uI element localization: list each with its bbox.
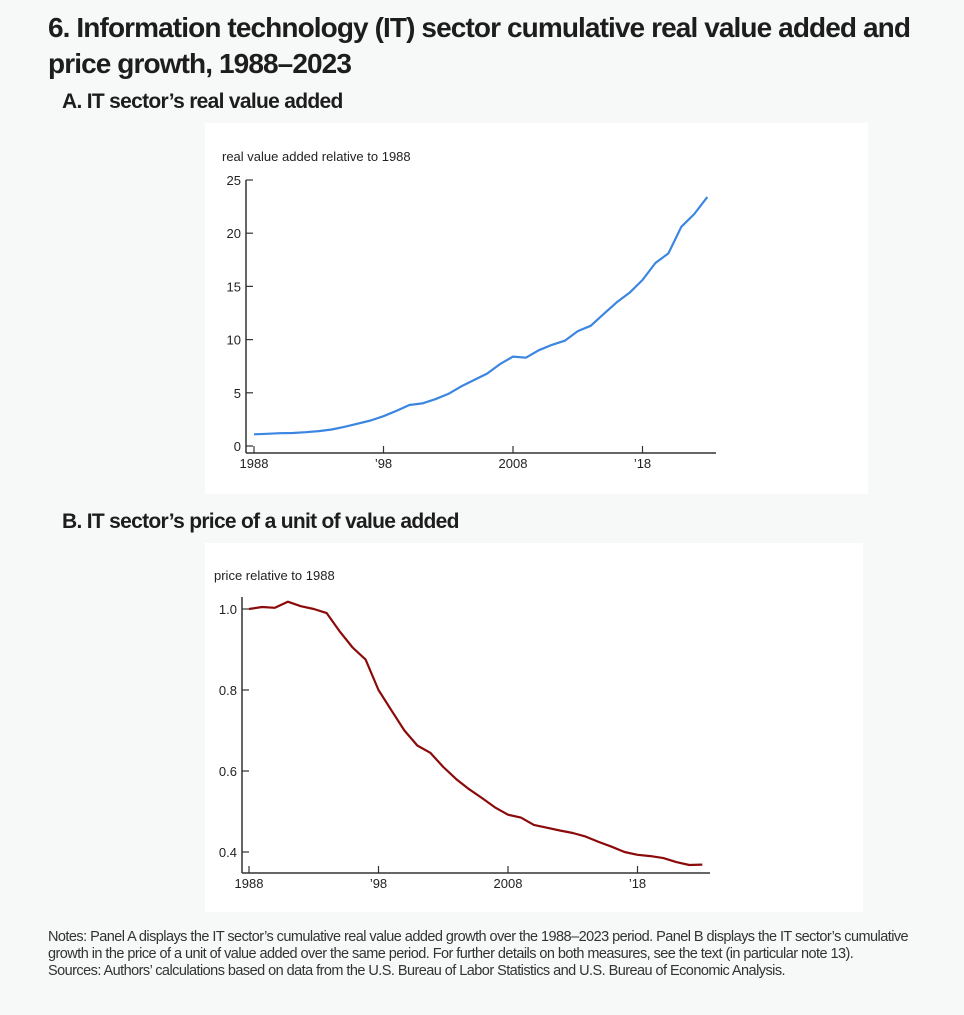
notes-text: Notes: Panel A displays the IT sector’s … xyxy=(48,929,909,962)
panel-b-y-tick-label: 1.0 xyxy=(219,602,237,617)
figure-notes: Notes: Panel A displays the IT sector’s … xyxy=(48,929,928,980)
panel-a-x-tick-label: 2008 xyxy=(499,456,528,471)
panel-a-series-line xyxy=(253,196,709,436)
panel-a-y-axis-label: real value added relative to 1988 xyxy=(222,149,411,164)
panel-a-x-tick-label: 1988 xyxy=(240,456,269,471)
panel-b-x-tick-label: 1988 xyxy=(235,876,264,891)
panel-b-x-tick-label: ’98 xyxy=(370,876,387,891)
panel-a-y-tick-label: 10 xyxy=(227,333,241,348)
panel-b-x-tick-label: 2008 xyxy=(494,876,523,891)
sources-text: Sources: Authors’ calculations based on … xyxy=(48,963,786,979)
panel-b-x-tick-label: ’18 xyxy=(629,876,646,891)
panel-b-title: B. IT sector’s price of a unit of value … xyxy=(62,510,459,533)
panel-a-x-tick-label: ’98 xyxy=(375,456,392,471)
panel-a-y-tick-label: 25 xyxy=(227,173,241,188)
panel-a-title: A. IT sector’s real value added xyxy=(62,90,343,113)
figure-title: 6. Information technology (IT) sector cu… xyxy=(48,12,911,79)
panel-b-series-line xyxy=(248,600,703,867)
panel-a-chart: real value added relative to 1988 0 5 10 15 2… xyxy=(205,123,868,494)
panel-a-y-tick-label: 0 xyxy=(234,439,241,454)
panel-a-x-tick-label: ’18 xyxy=(634,456,651,471)
panel-a-y-tick-label: 20 xyxy=(227,226,241,241)
panel-b-y-tick-label: 0.8 xyxy=(219,683,237,698)
panel-b-svg: price relative to 1988 0.4 0.6 0.8 1.0 1988 ’9… xyxy=(214,568,710,891)
panel-b-y-axis-label: price relative to 1988 xyxy=(214,568,335,583)
panel-b-chart: price relative to 1988 0.4 0.6 0.8 1.0 1988 ’9… xyxy=(205,543,863,912)
panel-a-y-tick-label: 5 xyxy=(234,386,241,401)
panel-b-y-tick-label: 0.4 xyxy=(219,845,237,860)
panel-b-y-tick-label: 0.6 xyxy=(219,764,237,779)
panel-a-svg: real value added relative to 1988 0 5 10 15 2… xyxy=(222,149,716,471)
panel-a-y-tick-label: 15 xyxy=(227,279,241,294)
